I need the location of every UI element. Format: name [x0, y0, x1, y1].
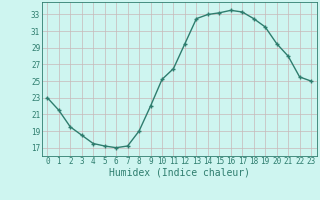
- X-axis label: Humidex (Indice chaleur): Humidex (Indice chaleur): [109, 168, 250, 178]
